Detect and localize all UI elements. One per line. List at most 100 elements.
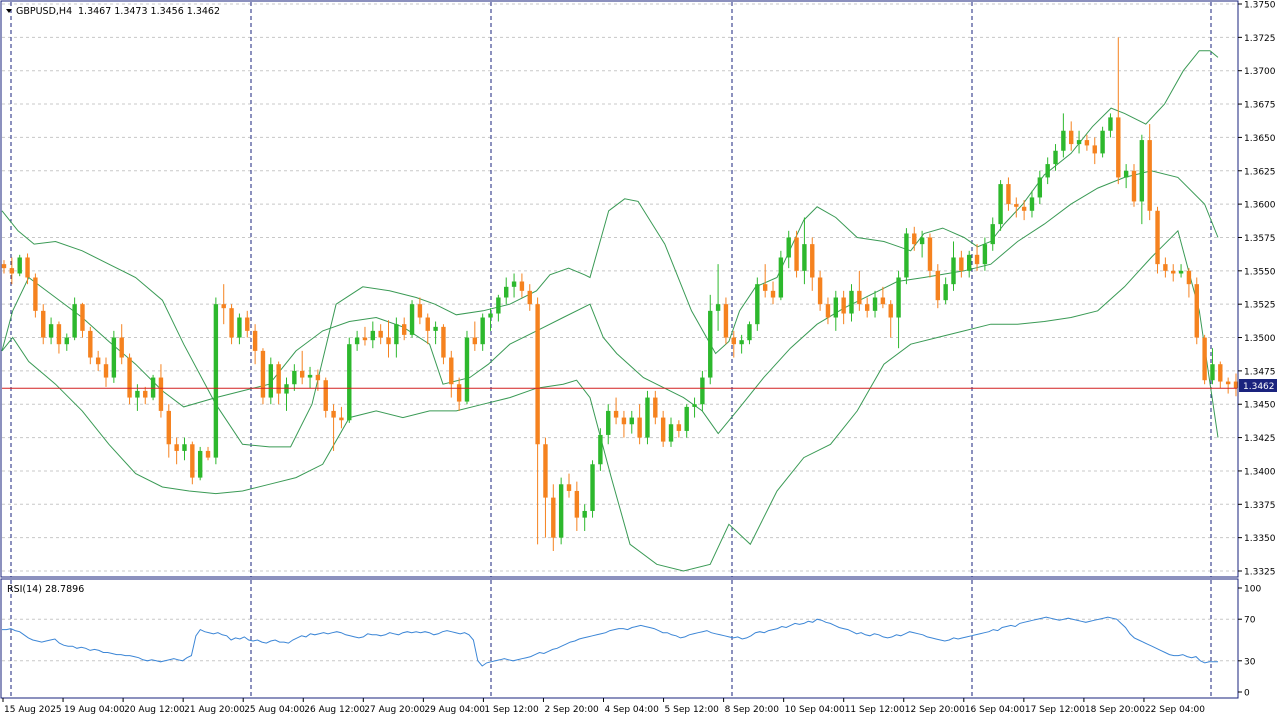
candle[interactable] bbox=[1178, 264, 1184, 278]
candle[interactable] bbox=[1202, 334, 1207, 385]
candle[interactable] bbox=[331, 404, 336, 451]
chevron-down-icon[interactable] bbox=[6, 9, 12, 13]
candle[interactable] bbox=[715, 264, 721, 331]
candle[interactable] bbox=[951, 241, 956, 291]
candle[interactable] bbox=[370, 321, 376, 349]
candle[interactable] bbox=[1108, 113, 1113, 138]
candle[interactable] bbox=[535, 297, 540, 545]
candle[interactable] bbox=[551, 484, 556, 551]
candle[interactable] bbox=[825, 297, 831, 325]
candle[interactable] bbox=[41, 304, 46, 345]
candle[interactable] bbox=[64, 333, 69, 351]
candle[interactable] bbox=[229, 304, 234, 345]
candle[interactable] bbox=[692, 397, 697, 418]
candle[interactable] bbox=[872, 290, 878, 318]
candle[interactable] bbox=[56, 321, 62, 354]
candle[interactable] bbox=[621, 410, 627, 438]
candle[interactable] bbox=[802, 217, 807, 285]
candle[interactable] bbox=[111, 330, 117, 383]
candle[interactable] bbox=[1, 260, 7, 274]
candle[interactable] bbox=[1155, 206, 1160, 274]
candle[interactable] bbox=[1092, 137, 1097, 165]
candle[interactable] bbox=[982, 237, 988, 271]
candle[interactable] bbox=[935, 264, 941, 309]
candle[interactable] bbox=[480, 313, 485, 351]
candle[interactable] bbox=[731, 330, 736, 358]
candle[interactable] bbox=[362, 326, 368, 346]
candle[interactable] bbox=[378, 324, 383, 345]
candle[interactable] bbox=[103, 357, 109, 387]
candle[interactable] bbox=[221, 284, 226, 325]
candle[interactable] bbox=[817, 270, 823, 311]
candle[interactable] bbox=[668, 417, 674, 447]
candle[interactable] bbox=[174, 437, 179, 465]
candle[interactable] bbox=[1053, 144, 1058, 171]
candle[interactable] bbox=[1084, 134, 1090, 151]
candle[interactable] bbox=[496, 294, 501, 322]
candle[interactable] bbox=[1139, 134, 1145, 225]
candle[interactable] bbox=[347, 337, 352, 423]
candle[interactable] bbox=[543, 437, 548, 538]
candle[interactable] bbox=[166, 404, 171, 458]
candle[interactable] bbox=[888, 300, 893, 338]
candle[interactable] bbox=[762, 264, 768, 298]
candle[interactable] bbox=[566, 473, 572, 498]
candle[interactable] bbox=[25, 253, 30, 285]
candle[interactable] bbox=[676, 420, 682, 438]
candle[interactable] bbox=[770, 281, 776, 305]
candle[interactable] bbox=[959, 250, 964, 278]
candle[interactable] bbox=[1006, 177, 1011, 211]
candle[interactable] bbox=[237, 313, 242, 345]
candle[interactable] bbox=[786, 230, 791, 269]
candle[interactable] bbox=[810, 237, 815, 291]
candle[interactable] bbox=[72, 297, 77, 341]
candle[interactable] bbox=[998, 180, 1003, 231]
candle[interactable] bbox=[1147, 124, 1152, 221]
candle[interactable] bbox=[747, 321, 752, 345]
candle[interactable] bbox=[80, 302, 85, 338]
candle[interactable] bbox=[684, 404, 689, 438]
candle[interactable] bbox=[1100, 126, 1105, 158]
candle[interactable] bbox=[1076, 130, 1082, 154]
candle[interactable] bbox=[912, 226, 917, 251]
candle[interactable] bbox=[205, 446, 211, 461]
candle[interactable] bbox=[315, 369, 321, 391]
candle[interactable] bbox=[284, 377, 289, 411]
candle[interactable] bbox=[472, 321, 478, 351]
candle[interactable] bbox=[558, 477, 564, 545]
candle[interactable] bbox=[245, 310, 250, 338]
candle[interactable] bbox=[190, 441, 195, 485]
candle[interactable] bbox=[755, 277, 760, 331]
candle[interactable] bbox=[598, 428, 603, 471]
candle[interactable] bbox=[1225, 377, 1231, 394]
candle[interactable] bbox=[158, 364, 164, 418]
candle[interactable] bbox=[1233, 373, 1239, 397]
candle[interactable] bbox=[857, 270, 862, 311]
candle[interactable] bbox=[966, 250, 972, 278]
candle[interactable] bbox=[519, 273, 525, 298]
candle[interactable] bbox=[449, 350, 454, 398]
candle[interactable] bbox=[260, 348, 266, 405]
candle[interactable] bbox=[417, 297, 423, 325]
candle[interactable] bbox=[150, 374, 156, 401]
candle[interactable] bbox=[182, 437, 187, 461]
candle[interactable] bbox=[1218, 361, 1223, 389]
candle[interactable] bbox=[527, 284, 532, 311]
candle[interactable] bbox=[896, 270, 901, 349]
candle[interactable] bbox=[268, 357, 274, 405]
candle[interactable] bbox=[1069, 121, 1074, 151]
candle[interactable] bbox=[511, 273, 517, 298]
candle[interactable] bbox=[1163, 257, 1168, 278]
candle[interactable] bbox=[927, 233, 933, 278]
candle[interactable] bbox=[1045, 157, 1050, 185]
candle[interactable] bbox=[307, 366, 313, 389]
candle[interactable] bbox=[88, 326, 93, 365]
candle[interactable] bbox=[1037, 170, 1043, 205]
candle[interactable] bbox=[292, 364, 297, 391]
candle[interactable] bbox=[456, 377, 462, 411]
candle[interactable] bbox=[504, 277, 509, 305]
candle[interactable] bbox=[574, 481, 580, 531]
candle[interactable] bbox=[660, 410, 666, 447]
candle[interactable] bbox=[778, 250, 784, 301]
candle[interactable] bbox=[441, 324, 446, 365]
